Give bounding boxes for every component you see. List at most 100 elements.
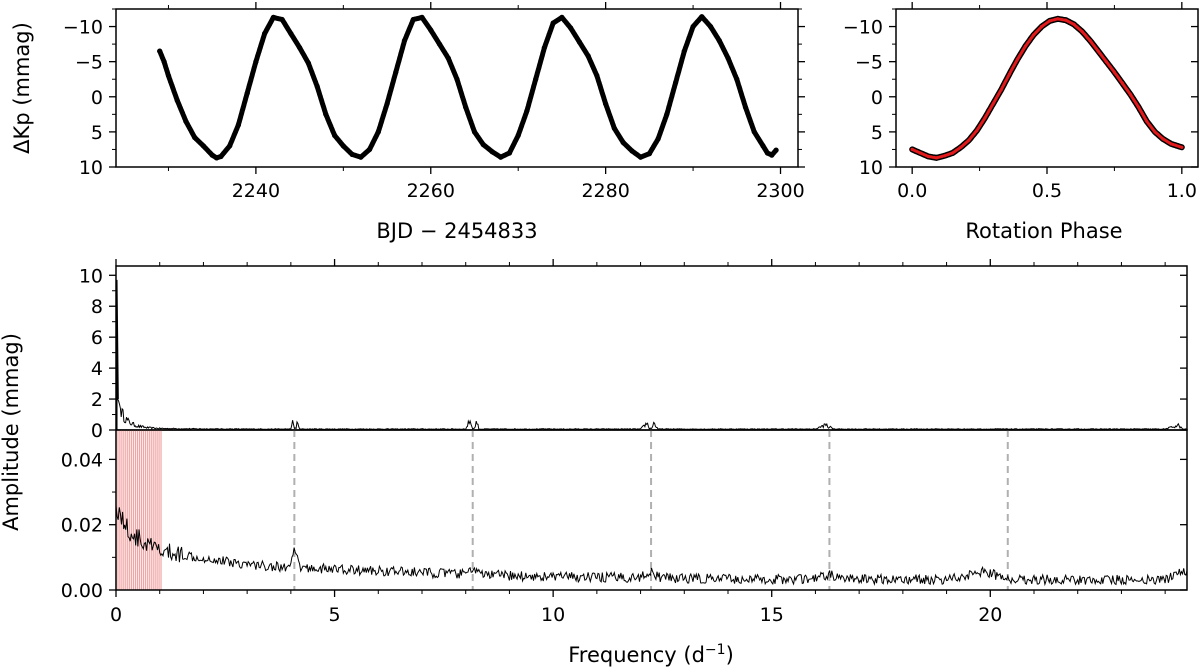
light-curve-point xyxy=(515,132,521,138)
phase-curve-point xyxy=(1023,44,1027,48)
light-curve-y-tick-label: 0 xyxy=(91,87,103,109)
phase-curve-points-trace xyxy=(909,15,1185,161)
light-curve-point xyxy=(454,76,460,82)
amplitude-spectrum-top-ticks: 0 2 4 6 8 10 xyxy=(79,259,1187,442)
phase-curve-point xyxy=(1161,137,1165,141)
phase-curve-y-tick-label: 10 xyxy=(859,157,883,179)
light-curve-point xyxy=(611,125,618,131)
light-curve-point xyxy=(629,148,635,154)
light-curve-point xyxy=(253,59,259,65)
frequency-axis-label: Frequency (d−1) xyxy=(568,642,734,667)
phase-curve-point xyxy=(1064,18,1068,22)
light-curve-point xyxy=(471,129,478,135)
light-curve-point xyxy=(227,143,233,149)
amplitude-spectrum-zoom-ticks: 0 5 10 15 20 0.00 0.02 0.04 xyxy=(61,449,1187,626)
light-curve-point xyxy=(332,132,338,138)
amplitude-spectrum-main-peak xyxy=(116,279,119,430)
light-curve-point xyxy=(436,41,443,47)
light-curve-point xyxy=(655,136,661,142)
phase-curve-point xyxy=(1096,49,1100,53)
phase-curve-point xyxy=(959,145,963,149)
light-curve-point xyxy=(161,59,167,65)
amplitude-spectrum-zoom-line xyxy=(115,505,1188,587)
light-curve-x-axis-label: BJD − 2454833 xyxy=(376,219,537,243)
light-curve-point xyxy=(664,111,670,117)
light-curve-point xyxy=(340,143,346,149)
phase-curve-points xyxy=(909,15,1185,161)
light-curve-point xyxy=(764,150,771,156)
light-curve-point xyxy=(463,104,469,110)
amplitude-spectrum-top-panel: 0 2 4 6 8 10 xyxy=(79,259,1188,442)
light-curve-point xyxy=(349,151,355,157)
light-curve-point xyxy=(568,25,574,31)
phase-curve-point xyxy=(951,151,955,155)
amplitude-spectrum-top-line xyxy=(115,279,1188,431)
light-curve-point xyxy=(524,108,530,114)
light-curve-ticks: 2240 2260 2280 2300 −10 −5 0 5 10 xyxy=(63,2,805,202)
phase-curve-point xyxy=(1169,142,1173,146)
light-curve-point xyxy=(638,154,644,160)
light-curve-point xyxy=(183,118,189,124)
harmonic-markers xyxy=(293,430,1009,590)
phase-curve-point xyxy=(942,154,947,158)
light-curve-point xyxy=(358,154,364,160)
light-curve-point xyxy=(708,24,714,30)
frequency-x-tick-label: 20 xyxy=(978,604,1002,626)
light-curve-point xyxy=(209,152,215,158)
light-curve-point xyxy=(375,129,381,135)
amplitude-zoom-y-tick-label: 0.00 xyxy=(61,580,103,602)
phase-curve-axes-frame xyxy=(895,8,1199,168)
phase-curve-point xyxy=(991,102,995,106)
phase-curve-point xyxy=(1180,145,1184,149)
light-curve-point xyxy=(401,38,408,44)
light-curve-point xyxy=(279,16,285,23)
amplitude-zoom-y-tick-label: 0.02 xyxy=(61,515,103,537)
light-curve-point xyxy=(270,14,276,20)
phase-curve-y-tick-label: −5 xyxy=(855,52,883,74)
phase-curve-point xyxy=(934,156,939,160)
light-curve-x-tick-label: 2260 xyxy=(407,180,455,202)
light-curve-point xyxy=(200,143,206,149)
amplitude-top-y-tick-label: 6 xyxy=(91,327,103,349)
phase-curve-point xyxy=(1153,130,1157,134)
light-curve-axes-frame xyxy=(115,8,799,168)
light-curve-point xyxy=(498,154,504,160)
light-curve-point xyxy=(393,69,399,75)
amplitude-spectrum-zoom-axes-frame xyxy=(115,429,1188,591)
phase-curve-y-tick-label: −10 xyxy=(843,17,883,39)
phase-curve-point xyxy=(918,151,922,155)
phase-curve-ticks: 0.0 0.5 1.0 −10 −5 0 5 10 xyxy=(843,2,1198,202)
phase-curve-point xyxy=(1031,33,1036,37)
frequency-x-tick-label: 0 xyxy=(110,604,122,626)
phase-curve-point xyxy=(1145,119,1149,123)
light-curve-y-axis-label: ΔKp (mmag) xyxy=(10,22,34,154)
light-curve-point xyxy=(445,55,451,61)
phase-curve-y-tick-label: 0 xyxy=(871,87,883,109)
light-curve-point xyxy=(576,39,583,45)
light-curve-point xyxy=(410,16,416,23)
phase-curve-x-axis-label: Rotation Phase xyxy=(965,219,1122,243)
amplitude-spectrum-zoom-panel: 0 5 10 15 200.000.020.04 Frequency (d−1) Amp… xyxy=(0,333,1188,667)
phase-curve-point xyxy=(1007,72,1011,76)
light-curve-point xyxy=(751,129,757,135)
light-curve-point xyxy=(681,48,687,54)
light-curve-point xyxy=(314,83,320,89)
light-curve-point xyxy=(760,143,766,149)
frequency-x-tick-label: 5 xyxy=(329,604,341,626)
light-curve-point xyxy=(489,149,495,155)
light-curve-y-tick-label: 10 xyxy=(79,157,103,179)
phase-curve-point xyxy=(1088,39,1092,43)
amplitude-axis-label: Amplitude (mmag) xyxy=(0,333,23,531)
light-curve-x-tick-label: 2300 xyxy=(756,180,804,202)
phase-curve-point xyxy=(1120,81,1125,85)
light-curve-point xyxy=(428,27,434,33)
light-curve-point xyxy=(690,24,696,30)
amplitude-top-y-tick-label: 10 xyxy=(79,265,103,287)
phase-curve-point xyxy=(999,88,1003,92)
light-curve-point xyxy=(742,104,749,110)
light-curve-point xyxy=(157,48,163,54)
phase-curve-point xyxy=(975,128,979,133)
light-curve-point xyxy=(559,14,565,20)
light-curve-x-tick-label: 2280 xyxy=(581,180,629,202)
